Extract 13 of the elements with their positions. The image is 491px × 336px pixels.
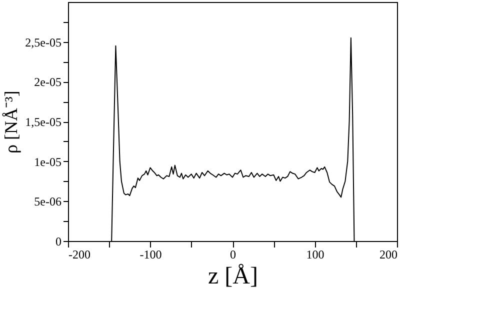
x-tick-label: -200: [68, 248, 90, 262]
x-tick-label: 200: [380, 248, 398, 262]
x-tick-label: 0: [230, 248, 236, 262]
y-tick-label: 1,5e-05: [25, 115, 62, 129]
y-tick-label: 2e-05: [34, 75, 62, 90]
x-tick-label: -100: [140, 248, 162, 262]
y-axis-title: ρ [NÅ⁻³]: [1, 90, 22, 154]
x-tick-label: 100: [306, 248, 324, 262]
y-tick-label: 0: [56, 234, 62, 248]
x-axis-title: z [Å]: [208, 264, 258, 290]
y-tick-label: 1e-05: [34, 154, 62, 169]
y-tick-label: 2,5e-05: [25, 35, 62, 50]
y-tick-label: 5e-06: [34, 194, 62, 209]
